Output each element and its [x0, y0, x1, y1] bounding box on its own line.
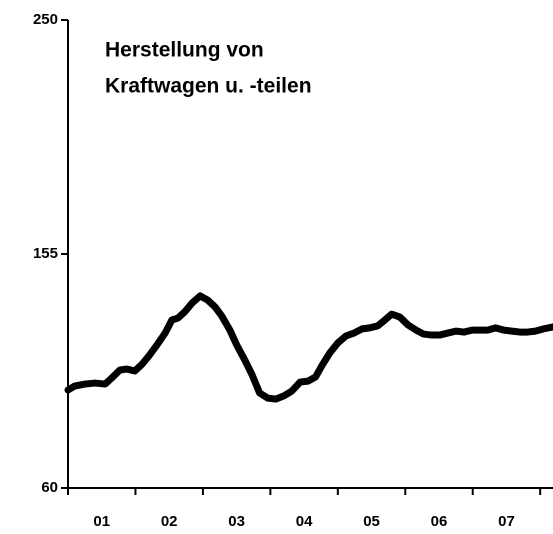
x-tick-label: 02 — [161, 513, 178, 530]
y-tick-label: 60 — [41, 479, 58, 496]
x-tick-label: 06 — [431, 513, 448, 530]
x-tick-label: 03 — [228, 513, 245, 530]
x-tick-label: 01 — [93, 513, 110, 530]
chart-title: Kraftwagen u. -teilen — [105, 75, 312, 98]
y-tick-label: 155 — [33, 245, 58, 262]
data-line — [64, 292, 553, 403]
y-tick-label: 250 — [33, 11, 58, 28]
x-tick-label: 04 — [296, 513, 313, 530]
x-tick-label: 07 — [498, 513, 515, 530]
x-tick-label: 05 — [363, 513, 380, 530]
chart-title: Herstellung von — [105, 39, 264, 62]
